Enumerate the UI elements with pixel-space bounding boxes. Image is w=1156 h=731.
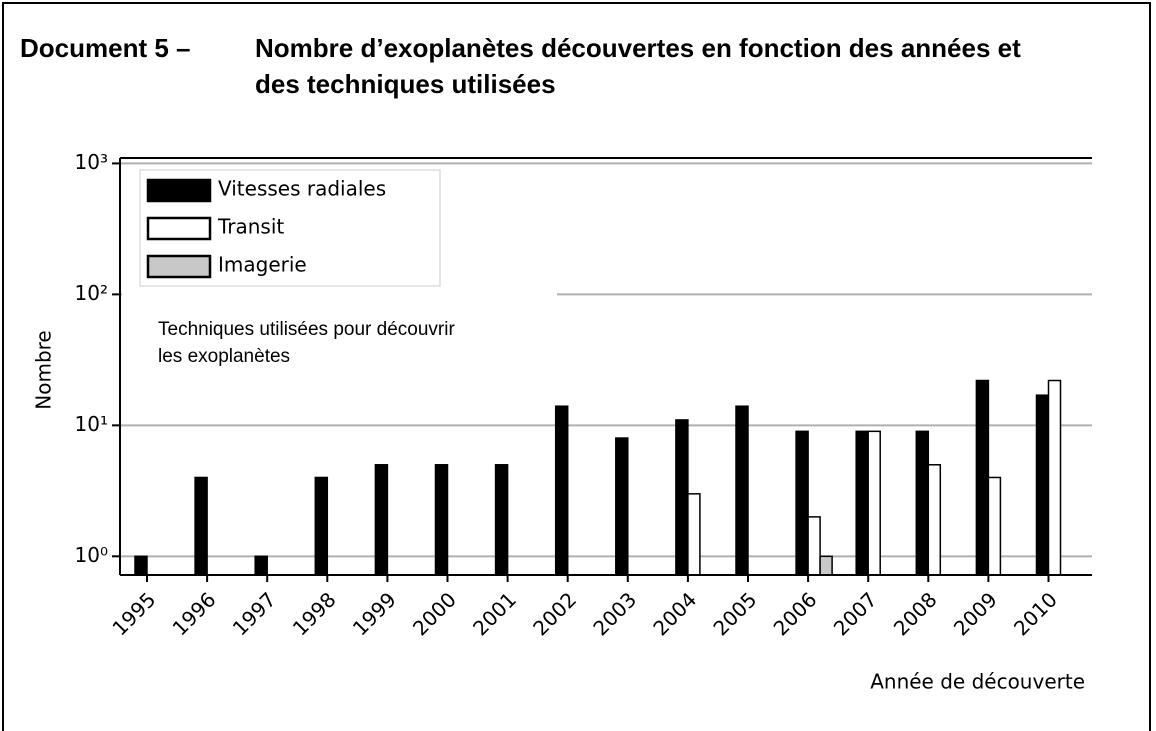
bar: [194, 476, 208, 576]
bar: [494, 464, 509, 576]
x-axis-label: Année de découverte: [870, 670, 1085, 694]
x-tick-label: 1997: [228, 587, 281, 640]
bar: [807, 516, 821, 576]
x-tick-label: 1995: [107, 587, 160, 640]
bar: [927, 464, 942, 576]
x-tick-label: 2007: [829, 587, 882, 640]
x-tick-label: 2001: [468, 587, 521, 640]
legend-label: Transit: [217, 215, 284, 239]
annotation: Techniques utilisées pour découvrir les …: [158, 319, 455, 367]
x-tick-label: 2006: [769, 587, 822, 640]
header: Document 5 – Nombre d’exoplanètes découv…: [20, 30, 1045, 102]
x-tick-label: 2008: [889, 587, 942, 640]
legend-swatch: [146, 216, 212, 241]
bar: [374, 464, 389, 576]
bar: [975, 379, 990, 576]
legend-label: Imagerie: [218, 253, 307, 277]
y-tick-label: 10⁰: [75, 543, 108, 567]
x-tick-label: 2010: [1009, 587, 1062, 640]
bar: [134, 555, 148, 576]
bar: [1035, 394, 1050, 576]
document-label: Document 5 –: [20, 33, 191, 63]
x-tick-label: 2005: [708, 587, 761, 640]
chart-title: Nombre d’exoplanètes découvertes en fonc…: [255, 33, 1021, 99]
x-tick-label: 1999: [348, 587, 401, 640]
bar: [1047, 379, 1062, 576]
y-tick-label: 10¹: [75, 412, 108, 436]
x-tick-label: 2004: [648, 587, 701, 640]
bar: [987, 476, 1002, 576]
y-axis-label: Nombre: [32, 330, 56, 409]
y-tick-label: 10²: [75, 281, 108, 305]
bar: [615, 437, 629, 576]
bar: [254, 555, 268, 576]
x-tick-label: 2002: [528, 587, 581, 640]
bar: [735, 405, 749, 576]
bar: [867, 430, 881, 576]
bar: [795, 430, 809, 576]
legend-swatch: [146, 178, 212, 203]
bar: [819, 555, 833, 576]
annotation-backdrop: [122, 290, 557, 410]
x-tick-label: 1996: [168, 587, 221, 640]
bar: [675, 419, 689, 576]
legend-swatch: [146, 254, 212, 279]
bar: [915, 430, 930, 576]
bar: [855, 430, 869, 576]
bar: [554, 405, 569, 576]
x-tick-label: 2009: [949, 587, 1002, 640]
x-tick-label: 1998: [288, 587, 341, 640]
bar: [314, 476, 329, 576]
y-tick-label: 10³: [75, 150, 108, 174]
x-tick-label: 2000: [408, 587, 461, 640]
legend-label: Vitesses radiales: [218, 177, 386, 201]
x-tick-label: 2003: [588, 587, 641, 640]
bar: [687, 493, 701, 576]
bar: [434, 464, 449, 576]
